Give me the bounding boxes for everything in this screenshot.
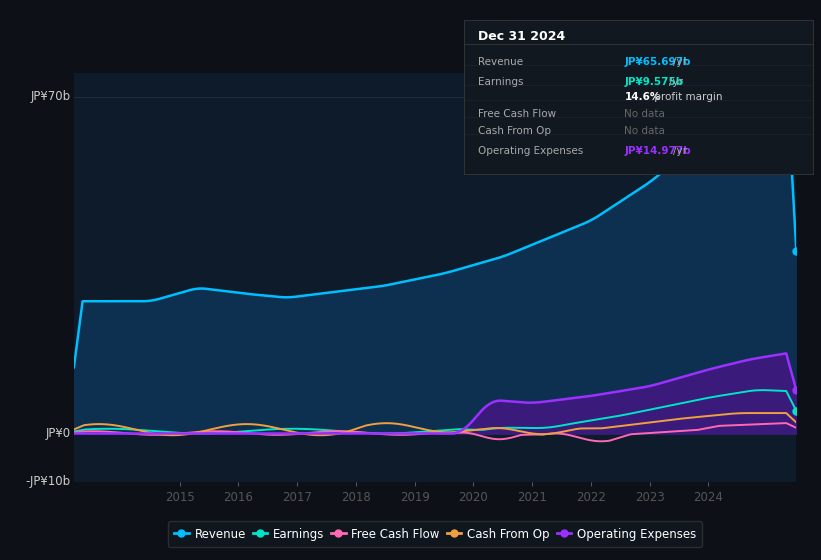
Text: /yr: /yr <box>673 57 687 67</box>
Text: -JP¥10b: -JP¥10b <box>25 475 71 488</box>
Text: No data: No data <box>624 126 665 136</box>
Text: Earnings: Earnings <box>478 77 523 87</box>
Text: JP¥65.697b: JP¥65.697b <box>624 57 690 67</box>
Text: Free Cash Flow: Free Cash Flow <box>478 109 556 119</box>
Text: JP¥0: JP¥0 <box>45 427 71 440</box>
Text: Dec 31 2024: Dec 31 2024 <box>478 30 565 43</box>
Text: /yr: /yr <box>668 77 683 87</box>
Text: Operating Expenses: Operating Expenses <box>478 146 583 156</box>
Text: 14.6%: 14.6% <box>624 92 661 102</box>
Text: No data: No data <box>624 109 665 119</box>
Text: JP¥9.575b: JP¥9.575b <box>624 77 684 87</box>
Text: JP¥14.977b: JP¥14.977b <box>624 146 691 156</box>
Legend: Revenue, Earnings, Free Cash Flow, Cash From Op, Operating Expenses: Revenue, Earnings, Free Cash Flow, Cash … <box>167 521 703 547</box>
Text: JP¥70b: JP¥70b <box>30 90 71 104</box>
Text: Cash From Op: Cash From Op <box>478 126 551 136</box>
Text: Revenue: Revenue <box>478 57 523 67</box>
Text: /yr: /yr <box>673 146 687 156</box>
Text: profit margin: profit margin <box>650 92 722 102</box>
